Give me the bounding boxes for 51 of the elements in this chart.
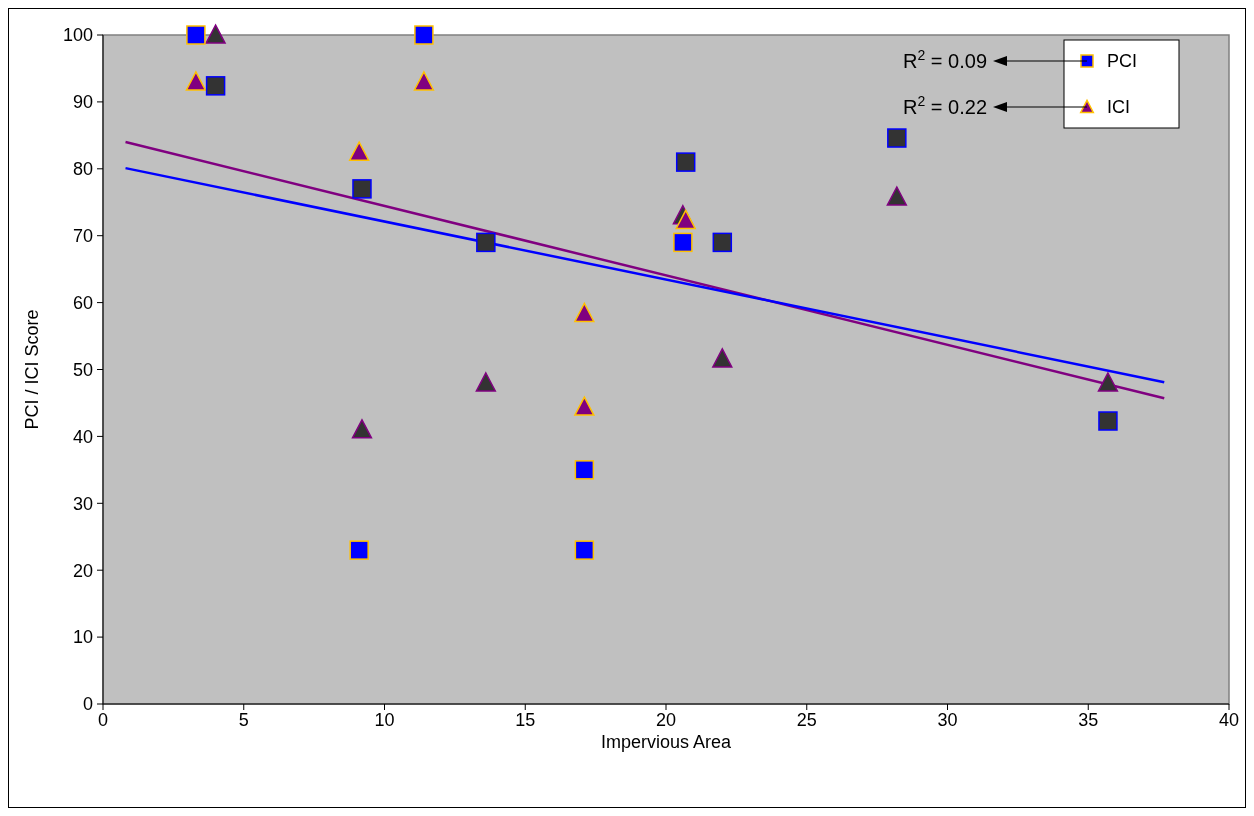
- x-tick-label: 0: [97, 710, 109, 730]
- y-tick-label: 30: [72, 493, 93, 514]
- annotation: R$^{2}$ = 0.09: [903, 47, 987, 72]
- x-tick-label: 40: [1218, 710, 1240, 730]
- y-tick-label: 90: [72, 92, 93, 113]
- point: [886, 186, 908, 206]
- legend-label: PCI: [1107, 51, 1138, 72]
- y-tick-label: 100: [62, 25, 93, 46]
- point: [185, 71, 207, 91]
- point: [186, 25, 206, 45]
- y-tick-label: 50: [72, 359, 93, 380]
- x-tick-label: 35: [1078, 710, 1099, 730]
- point: [205, 76, 226, 96]
- y-tick-label: 20: [72, 560, 93, 581]
- point: [205, 24, 226, 44]
- point: [1098, 411, 1118, 431]
- x-tick-label: 20: [655, 710, 677, 730]
- x-tick-label: 10: [374, 710, 395, 730]
- point: [574, 540, 595, 560]
- y-tick-label: 0: [82, 694, 93, 715]
- y-tick-label: 40: [72, 426, 93, 447]
- point: [712, 348, 733, 368]
- point: [414, 25, 434, 45]
- annotation: R$^{2}$ = 0.22: [903, 93, 987, 118]
- point: [675, 152, 696, 172]
- point: [475, 372, 497, 392]
- point: [476, 232, 496, 253]
- y-tick-label: 70: [72, 226, 93, 246]
- point: [675, 209, 696, 230]
- x-tick-label: 25: [796, 710, 817, 730]
- point: [574, 302, 595, 323]
- point: [712, 232, 733, 253]
- legend-label: ICI: [1107, 97, 1131, 118]
- point: [352, 179, 372, 199]
- point: [574, 460, 595, 480]
- y-tick-label: 10: [72, 627, 93, 648]
- y-axis-title: PCI / ICI Score: [22, 309, 42, 430]
- y-tick-label: 80: [72, 159, 93, 180]
- point: [574, 396, 595, 416]
- point: [351, 419, 373, 439]
- x-axis-title: Impervious Area: [600, 732, 733, 752]
- point: [413, 71, 435, 91]
- point: [673, 232, 693, 253]
- point: [349, 540, 369, 560]
- x-tick-label: 30: [937, 710, 958, 730]
- x-tick-label: 5: [238, 710, 249, 730]
- y-tick-label: 60: [72, 292, 93, 313]
- point: [348, 141, 370, 161]
- point: [1097, 372, 1119, 392]
- point: [887, 128, 907, 148]
- x-tick-label: 15: [515, 710, 536, 730]
